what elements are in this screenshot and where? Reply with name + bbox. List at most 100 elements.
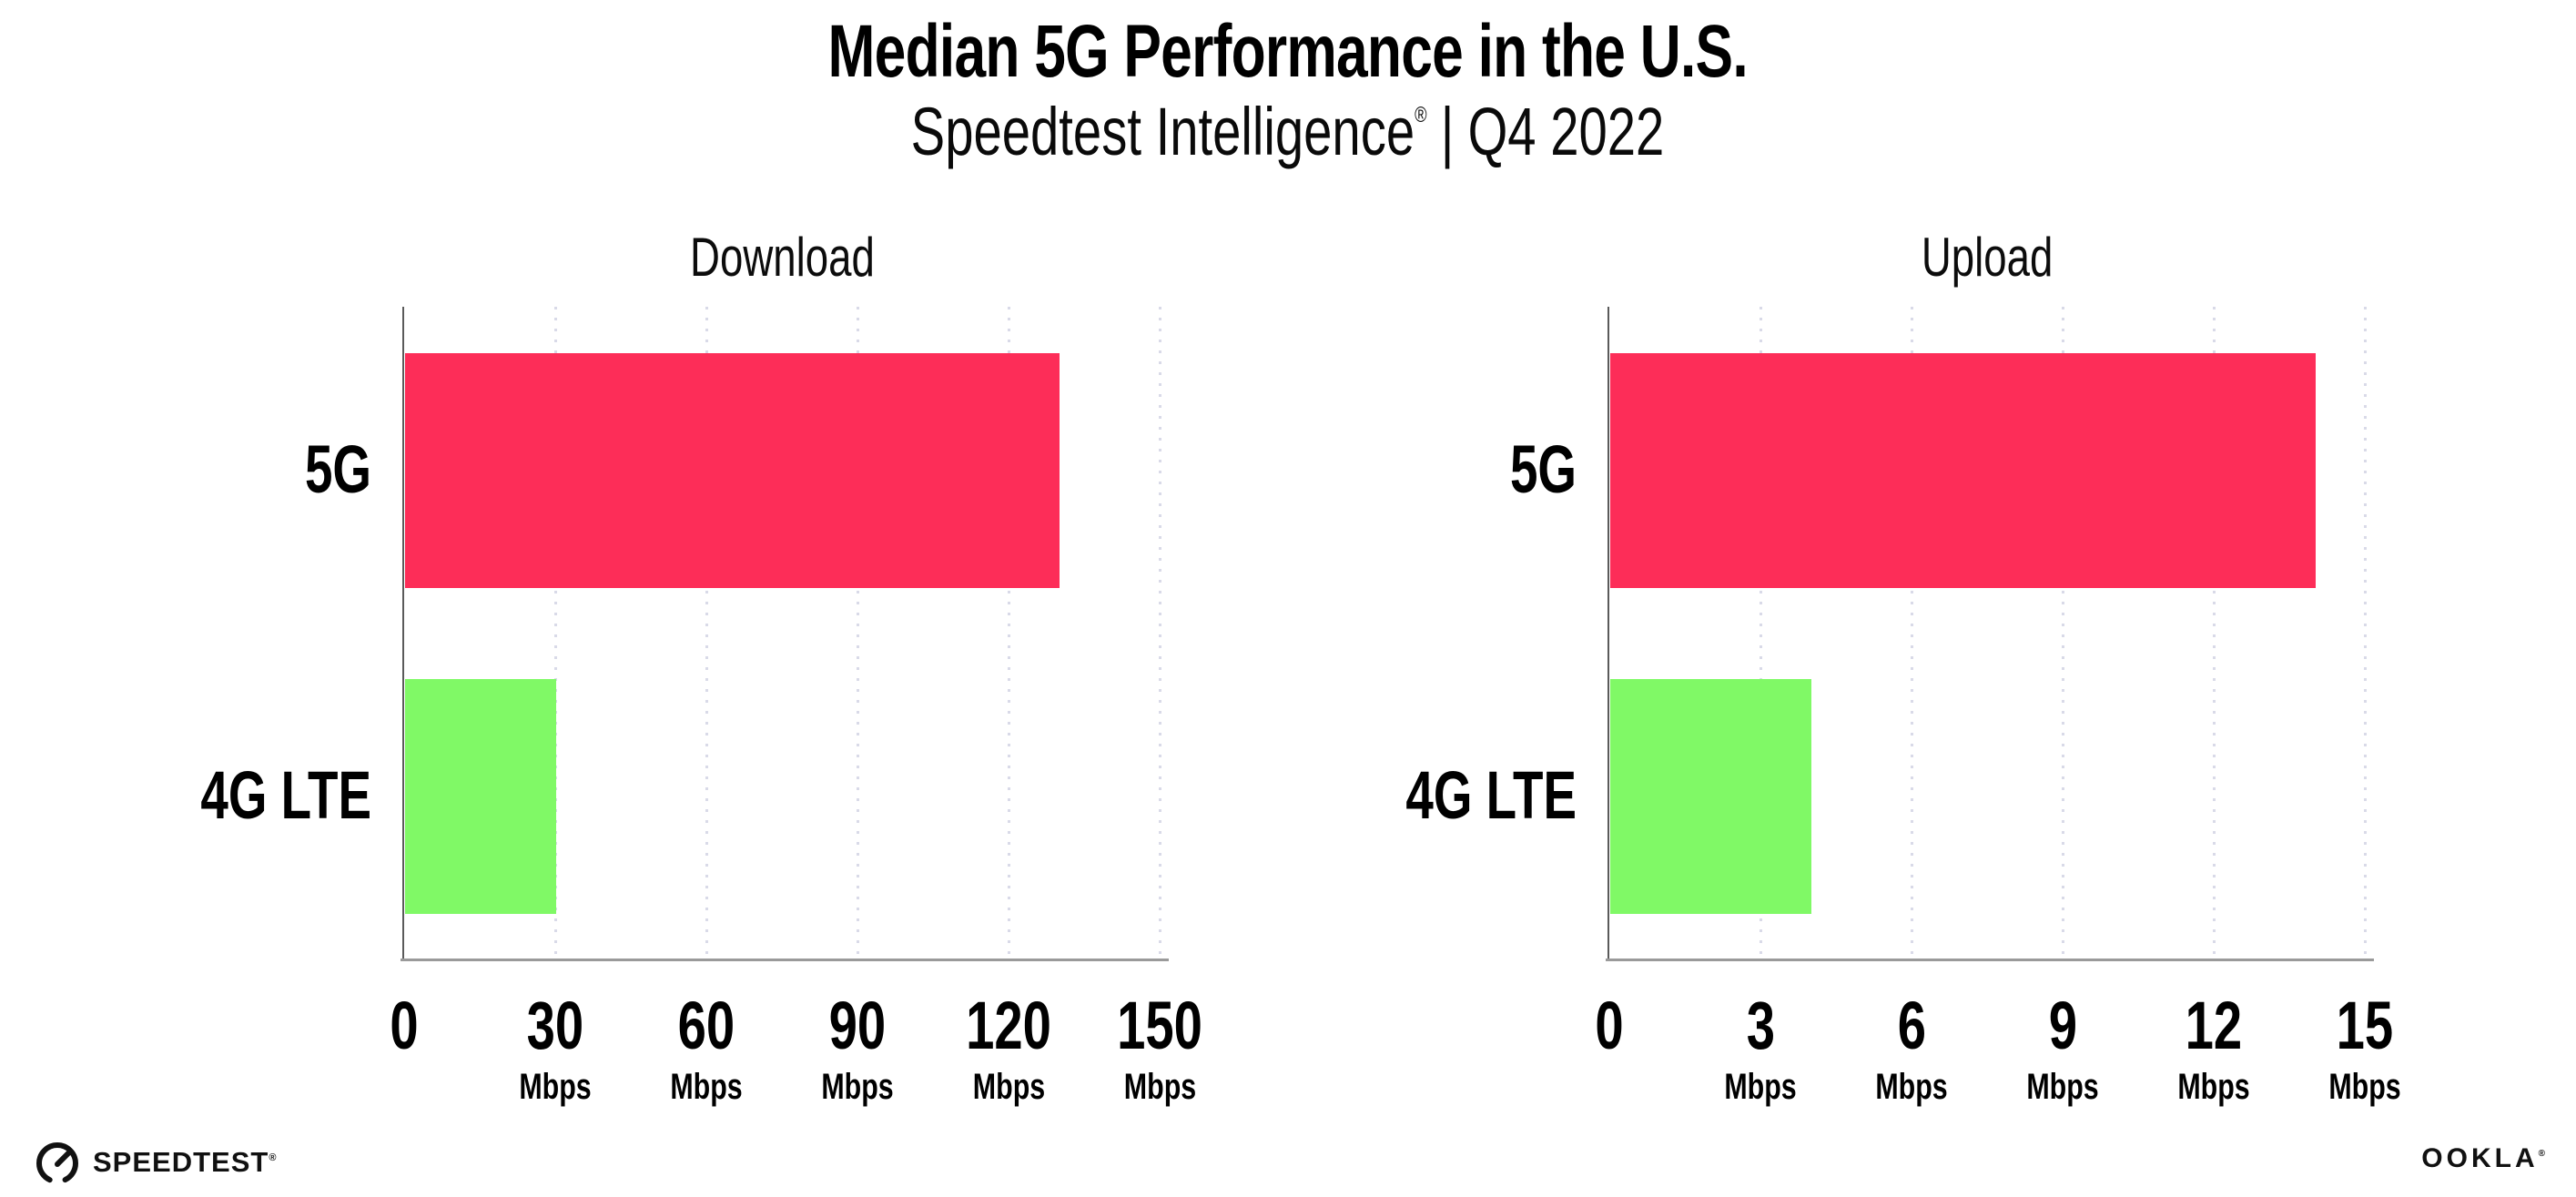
category-label-text: 5G [1509,431,1577,507]
tick-value: 30 [508,992,603,1060]
gridline-6 [1911,307,1913,959]
chart-upload: Upload 5G 4G LTE 0 3 Mbps 6 Mbps 9 Mbps 12 Mbps 15 Mb… [1405,230,2400,1106]
gridline-150 [1159,307,1161,959]
tick-value: 0 [1590,992,1628,1060]
gridline-30 [554,307,557,959]
x-tick-60: 60 Mbps [659,992,754,1106]
tick-unit: Mbps [1713,1069,1808,1105]
tick-unit: Mbps [1864,1069,1959,1105]
ookla-logo: OOKLA® [2421,1143,2545,1174]
tick-value-text: 9 [2048,988,2077,1063]
tick-value: 120 [952,992,1064,1060]
tick-unit-text: Mbps [2026,1067,2099,1107]
tick-value-text: 12 [2185,988,2243,1063]
gridline-9 [2062,307,2064,959]
speedtest-mark: ® [269,1152,277,1163]
x-axis [1606,959,2374,961]
category-label-text: 4G LTE [200,757,371,833]
bar-4g-lte [405,679,556,914]
bar-5g [405,353,1060,588]
gridline-12 [2213,307,2216,959]
category-label-text: 4G LTE [1405,757,1577,833]
x-tick-6: 6 Mbps [1864,992,1959,1106]
x-tick-9: 9 Mbps [2015,992,2110,1106]
category-label-text: 5G [304,431,371,507]
chart-title-upload: Upload [1609,219,2365,285]
gridline-120 [1008,307,1010,959]
speedtest-gauge-icon [36,1142,78,1184]
x-tick-0: 0 [385,992,422,1060]
page-title: Median 5G Performance in the U.S. [0,10,2576,93]
x-tick-150: 150 Mbps [1103,992,1215,1106]
category-label-4g-lte: 4G LTE [140,762,371,829]
tick-value: 60 [659,992,754,1060]
y-axis [402,307,404,961]
registered-mark: ® [1415,103,1428,127]
category-label-5g: 5G [281,436,371,503]
chart-download: Download 5G 4G LTE 0 30 Mbps 60 Mbps 90 Mbps 120 Mb… [200,230,1202,1106]
chart-title-text: Download [689,227,875,288]
speedtest-wordmark: SPEEDTEST® [93,1146,276,1179]
x-tick-12: 12 Mbps [2166,992,2261,1106]
tick-unit-text: Mbps [2177,1067,2250,1107]
tick-value: 6 [1864,992,1959,1060]
tick-value: 90 [810,992,905,1060]
tick-value: 9 [2015,992,2110,1060]
tick-unit: Mbps [810,1069,905,1105]
tick-unit-text: Mbps [2328,1067,2401,1107]
x-axis [401,959,1169,961]
tick-unit-text: Mbps [1724,1067,1797,1107]
speedtest-logo: SPEEDTEST® [33,1136,276,1189]
tick-value-text: 150 [1117,988,1202,1063]
subtitle-period: Q4 2022 [1468,94,1665,169]
tick-value-text: 60 [677,988,735,1063]
tick-value: 0 [385,992,422,1060]
tick-unit: Mbps [508,1069,603,1105]
category-label-4g-lte: 4G LTE [1345,762,1577,829]
page-subtitle: Speedtest Intelligence® | Q4 2022 [0,96,2576,167]
x-tick-0: 0 [1590,992,1628,1060]
tick-unit-text: Mbps [1123,1067,1196,1107]
x-tick-15: 15 Mbps [2317,992,2412,1106]
x-tick-90: 90 Mbps [810,992,905,1106]
tick-unit-text: Mbps [972,1067,1045,1107]
tick-unit: Mbps [659,1069,754,1105]
tick-unit-text: Mbps [821,1067,894,1107]
tick-unit: Mbps [2015,1069,2110,1105]
tick-value-text: 120 [966,988,1051,1063]
tick-value: 150 [1103,992,1215,1060]
gridline-90 [857,307,859,959]
tick-unit-text: Mbps [670,1067,743,1107]
page-subtitle-text: Speedtest Intelligence® | Q4 2022 [911,96,1665,167]
tick-value-text: 30 [526,988,584,1063]
bar-4g-lte [1610,679,1812,914]
subtitle-separator: | [1441,94,1455,169]
tick-value-text: 0 [390,988,419,1063]
ookla-mark: ® [2538,1149,2545,1159]
category-label-5g: 5G [1486,436,1577,503]
tick-unit: Mbps [952,1069,1064,1105]
tick-value-text: 0 [1595,988,1624,1063]
x-tick-30: 30 Mbps [508,992,603,1106]
gridline-3 [1760,307,1762,959]
chart-title-text: Upload [1921,227,2054,288]
x-tick-3: 3 Mbps [1713,988,1808,1106]
tick-value-text: 90 [828,988,887,1063]
gridline-60 [705,307,708,959]
tick-value-text: 15 [2336,988,2394,1063]
subtitle-brand: Speedtest Intelligence [911,94,1415,169]
tick-value: 12 [2166,992,2261,1060]
tick-unit-text: Mbps [1875,1067,1948,1107]
tick-value-text: 6 [1897,988,1926,1063]
tick-value-text: 3 [1746,988,1775,1063]
page-title-text: Median 5G Performance in the U.S. [827,10,1749,93]
tick-unit: Mbps [2317,1069,2412,1105]
y-axis [1607,307,1609,961]
tick-value: 15 [2317,992,2412,1060]
tick-unit: Mbps [1103,1069,1215,1105]
chart-title-download: Download [404,219,1160,285]
tick-unit-text: Mbps [519,1067,592,1107]
tick-unit: Mbps [2166,1069,2261,1105]
ookla-label: OOKLA [2421,1143,2539,1173]
